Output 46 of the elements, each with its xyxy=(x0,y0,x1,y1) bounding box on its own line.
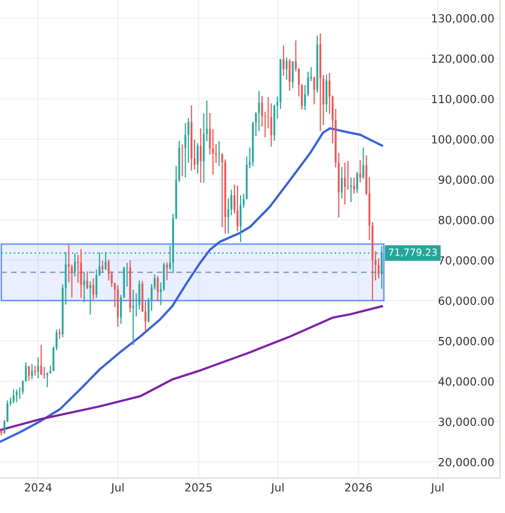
candlestick xyxy=(80,248,82,298)
candlestick xyxy=(236,185,238,232)
candlestick xyxy=(356,171,358,194)
line-series xyxy=(0,127,384,443)
candlestick xyxy=(286,56,288,80)
candlestick xyxy=(258,90,260,132)
y-tick-label: 70,000.00 xyxy=(438,256,494,266)
candlestick xyxy=(12,388,15,404)
x-tick-label: 2026 xyxy=(345,483,372,492)
y-tick-label: 60,000.00 xyxy=(438,296,494,306)
candlestick xyxy=(190,104,192,172)
candlestick xyxy=(166,262,168,281)
candlestick xyxy=(58,328,61,340)
y-tick-label: 80,000.00 xyxy=(438,216,494,226)
candlestick xyxy=(92,278,94,300)
candlestick xyxy=(288,58,291,92)
candlestick xyxy=(16,389,18,403)
candlestick xyxy=(31,363,33,380)
y-tick-label: 40,000.00 xyxy=(438,377,494,387)
candlestick xyxy=(353,176,355,194)
candlestick xyxy=(83,272,86,303)
y-tick-label: 100,000.00 xyxy=(432,135,494,145)
y-tick-label: 30,000.00 xyxy=(438,418,494,428)
ref-line-label: 71,779.23 xyxy=(388,248,437,257)
y-tick-label: 50,000.00 xyxy=(438,336,494,346)
x-tick-label: 2024 xyxy=(24,483,52,492)
x-tick-label: Jul xyxy=(270,482,284,494)
candlestick xyxy=(196,142,199,174)
candlestick xyxy=(46,372,48,388)
candlestick xyxy=(344,162,346,206)
candlestick xyxy=(102,260,104,272)
candlestick xyxy=(282,45,284,76)
candlestick xyxy=(181,144,184,177)
candlestick xyxy=(326,74,328,113)
candlestick xyxy=(350,176,352,203)
x-tick-label: 2025 xyxy=(185,483,212,492)
y-tick-label: 20,000.00 xyxy=(438,458,494,468)
x-tick-label: Jul xyxy=(110,482,124,494)
y-tick-label: 90,000.00 xyxy=(438,176,494,186)
y-tick-label: 120,000.00 xyxy=(432,54,494,64)
candlestick xyxy=(240,194,242,243)
candlestick xyxy=(37,356,40,379)
candlestick xyxy=(28,365,30,382)
y-tick-label: 130,000.00 xyxy=(432,14,494,24)
x-tick-label: Jul xyxy=(430,482,444,494)
y-tick-label: 110,000.00 xyxy=(432,94,494,104)
